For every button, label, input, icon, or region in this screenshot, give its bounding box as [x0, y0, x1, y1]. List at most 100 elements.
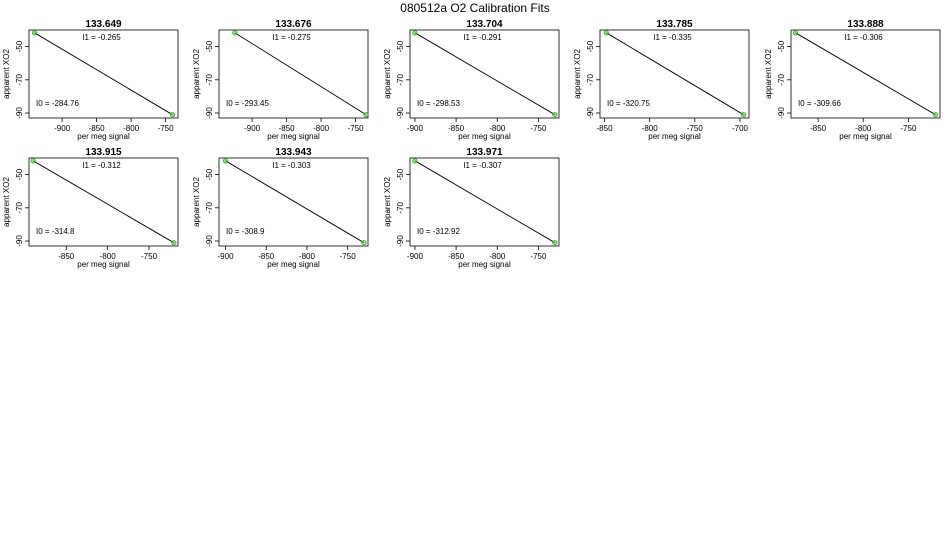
panel-title: 133.649: [85, 19, 122, 30]
y-tick-label: -70: [15, 73, 24, 85]
x-tick-label: -850: [448, 124, 465, 133]
panel-title: 133.943: [275, 147, 312, 158]
x-axis-label: per meg signal: [77, 260, 130, 269]
intercept-annotation: I0 = -312.92: [417, 227, 460, 236]
data-point: [31, 30, 38, 36]
panel-8: 133.971 -900 -850 -800 -750 -50 -70 -90 per meg …: [383, 147, 560, 269]
x-tick-label: -800: [489, 124, 506, 133]
data-point: [169, 112, 176, 118]
y-tick-label: -50: [205, 168, 214, 180]
panel-title: 133.888: [847, 19, 884, 30]
y-tick-label: -50: [205, 40, 214, 52]
fit-line: [234, 32, 367, 116]
data-point: [552, 112, 558, 118]
fit-line: [32, 160, 175, 244]
slope-annotation: I1 = -0.312: [82, 161, 121, 170]
x-tick-label: -850: [597, 124, 614, 133]
x-tick-label: -750: [687, 124, 704, 133]
y-tick-label: -50: [15, 40, 24, 52]
x-tick-label: -800: [123, 124, 140, 133]
fit-line: [795, 32, 936, 116]
x-axis-label: per meg signal: [839, 132, 892, 141]
slope-annotation: I1 = -0.265: [82, 33, 121, 42]
x-tick-label: -750: [348, 124, 365, 133]
x-axis-label: per meg signal: [458, 260, 511, 269]
data-point: [30, 158, 36, 164]
slope-annotation: I1 = -0.303: [272, 161, 311, 170]
data-point: [412, 158, 418, 164]
y-tick-label: -90: [777, 107, 786, 119]
x-tick-label: -850: [279, 124, 296, 133]
panel-7: 133.943 -900 -850 -800 -750 -50 -70 -90 per meg …: [192, 147, 369, 269]
intercept-annotation: I0 = -320.75: [607, 99, 650, 108]
panel-title: 133.785: [656, 19, 693, 30]
slope-annotation: I1 = -0.291: [463, 33, 502, 42]
y-tick-label: -70: [777, 73, 786, 85]
slope-annotation: I1 = -0.306: [844, 33, 883, 42]
y-axis-label: apparent XO2: [764, 49, 773, 99]
x-tick-label: -850: [448, 252, 465, 261]
y-tick-label: -90: [396, 235, 405, 247]
x-tick-label: -800: [100, 252, 117, 261]
y-tick-label: -70: [205, 73, 214, 85]
y-tick-label: -90: [15, 235, 24, 247]
x-tick-label: -850: [810, 124, 827, 133]
data-point: [171, 240, 177, 246]
plot-frame: [409, 29, 560, 119]
y-axis-label: apparent XO2: [573, 49, 582, 99]
panels-grid: 133.649 -900 -850 -800 -750 -50 -70 -90 per meg …: [2, 19, 941, 269]
plot-frame: [409, 157, 560, 247]
x-tick-label: -750: [340, 252, 357, 261]
panel-title: 133.704: [466, 19, 503, 30]
x-axis-label: per meg signal: [648, 132, 701, 141]
y-axis-label: apparent XO2: [383, 49, 392, 99]
y-tick-label: -70: [396, 73, 405, 85]
y-tick-label: -90: [205, 107, 214, 119]
x-tick-label: -850: [89, 124, 106, 133]
y-axis-label: apparent XO2: [383, 177, 392, 227]
data-point: [932, 112, 939, 118]
data-point: [363, 112, 369, 118]
x-tick-label: -800: [642, 124, 659, 133]
plot-frame: [218, 157, 369, 247]
y-axis-label: apparent XO2: [192, 177, 201, 227]
x-tick-label: -800: [489, 252, 506, 261]
x-tick-label: -850: [258, 252, 275, 261]
fit-line: [225, 160, 365, 244]
y-tick-label: -50: [396, 40, 405, 52]
fit-line: [414, 160, 556, 244]
panel-6: 133.915 -850 -800 -750 -50 -70 -90 per meg sign…: [2, 147, 179, 269]
y-axis-label: apparent XO2: [2, 177, 11, 227]
plot-frame: [28, 29, 179, 119]
fit-line: [34, 32, 173, 116]
intercept-annotation: I0 = -293.45: [226, 99, 269, 108]
x-tick-label: -800: [313, 124, 330, 133]
data-point: [412, 30, 418, 36]
x-tick-label: -850: [58, 252, 75, 261]
y-axis-label: apparent XO2: [2, 49, 11, 99]
data-point: [222, 158, 229, 164]
data-point: [792, 30, 799, 36]
panel-4: 133.785 -850 -800 -750 -700 -50 -70 -90 per meg …: [573, 19, 750, 141]
plot-frame: [218, 29, 369, 119]
slope-annotation: I1 = -0.275: [272, 33, 311, 42]
slope-annotation: I1 = -0.335: [653, 33, 692, 42]
y-tick-label: -70: [15, 201, 24, 213]
panel-title: 133.676: [275, 19, 312, 30]
x-tick-label: -900: [218, 252, 235, 261]
intercept-annotation: I0 = -309.66: [798, 99, 841, 108]
panel-3: 133.704 -900 -850 -800 -750 -50 -70 -90 per meg …: [383, 19, 560, 141]
panel-1: 133.649 -900 -850 -800 -750 -50 -70 -90 per meg …: [2, 19, 179, 141]
x-tick-label: -750: [141, 252, 158, 261]
data-point: [552, 240, 558, 246]
x-tick-label: -900: [244, 124, 261, 133]
y-tick-label: -90: [586, 107, 595, 119]
data-point: [740, 112, 747, 118]
x-axis-label: per meg signal: [267, 260, 320, 269]
y-axis-label: apparent XO2: [192, 49, 201, 99]
x-axis-label: per meg signal: [458, 132, 511, 141]
y-tick-label: -90: [205, 235, 214, 247]
y-tick-label: -50: [586, 40, 595, 52]
intercept-annotation: I0 = -308.9: [226, 227, 265, 236]
